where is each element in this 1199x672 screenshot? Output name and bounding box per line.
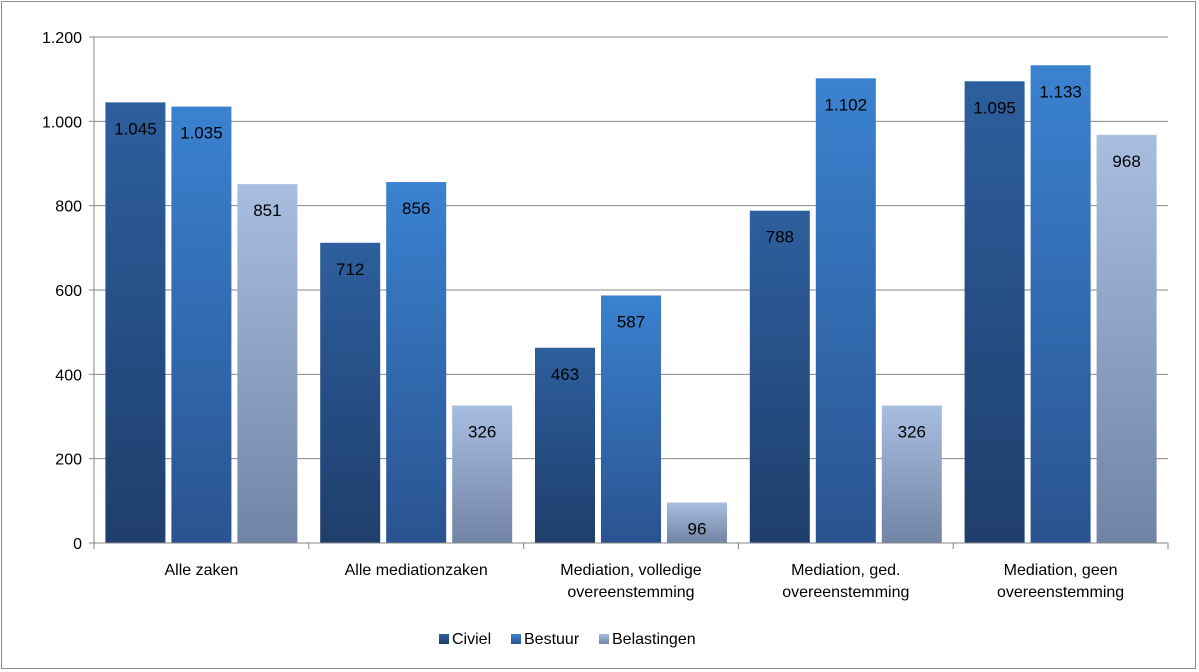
bar-civiel	[105, 102, 166, 543]
y-tick-label: 1.000	[42, 114, 82, 131]
bar-belastingen	[667, 502, 727, 543]
legend-swatch	[439, 634, 449, 644]
x-category-label: Mediation, volledige	[560, 562, 702, 579]
data-label: 1.045	[114, 119, 157, 138]
bar-civiel	[320, 242, 381, 544]
x-category-label: overeenstemming	[782, 584, 909, 601]
x-category-label: overeenstemming	[997, 584, 1124, 601]
y-axis: 0 200 400 600 800 1.000 1.200	[42, 30, 95, 553]
x-axis: Alle zaken Alle mediationzaken Mediation, …	[93, 542, 1169, 601]
y-tick-label: 400	[55, 367, 82, 384]
y-tick-label: 200	[55, 452, 82, 469]
data-label: 856	[402, 199, 430, 218]
x-category-label: Alle zaken	[164, 562, 238, 579]
bar-civiel	[964, 81, 1025, 544]
data-label: 326	[898, 423, 926, 442]
y-tick-label: 800	[55, 199, 82, 216]
y-tick-label: 0	[73, 536, 82, 553]
data-label: 712	[336, 260, 364, 279]
x-category-label: Mediation, ged.	[791, 562, 900, 579]
x-category-label: Mediation, geen	[1004, 562, 1118, 579]
bar-civiel	[535, 347, 595, 543]
x-category-label: overeenstemming	[567, 584, 694, 601]
data-label: 326	[468, 423, 496, 442]
bar-civiel	[749, 210, 810, 543]
bar-bestuur	[1030, 65, 1091, 544]
data-label: 1.095	[973, 98, 1016, 117]
bar-belastingen	[237, 184, 298, 543]
data-label: 1.035	[180, 124, 223, 143]
bar-belastingen	[452, 405, 513, 543]
data-label: 968	[1112, 152, 1140, 171]
y-tick-label: 600	[55, 283, 82, 300]
bar-bestuur	[171, 106, 232, 543]
legend-swatch	[599, 634, 609, 644]
legend-label: Bestuur	[524, 631, 580, 648]
bar-belastingen	[1096, 134, 1157, 543]
data-label: 587	[617, 312, 645, 331]
bar-bestuur	[386, 182, 447, 543]
legend-label: Belastingen	[612, 631, 696, 648]
y-tick-label: 1.200	[42, 30, 82, 47]
x-category-label: Alle mediationzaken	[345, 562, 488, 579]
bars	[105, 65, 1157, 544]
legend-swatch	[511, 634, 521, 644]
bar-bestuur	[601, 295, 661, 543]
data-label: 1.102	[825, 95, 868, 114]
data-label: 1.133	[1039, 82, 1082, 101]
data-label: 788	[766, 228, 794, 247]
legend: Civiel Bestuur Belastingen	[439, 631, 696, 648]
bar-belastingen	[881, 405, 942, 543]
data-label: 96	[688, 520, 707, 539]
legend-label: Civiel	[452, 631, 491, 648]
data-label: 851	[253, 201, 281, 220]
bar-bestuur	[815, 78, 876, 543]
data-label: 463	[551, 365, 579, 384]
data-labels: 1.045 1.035 851 712 856 326 463 587 96 788 1.102 32…	[114, 82, 1141, 538]
